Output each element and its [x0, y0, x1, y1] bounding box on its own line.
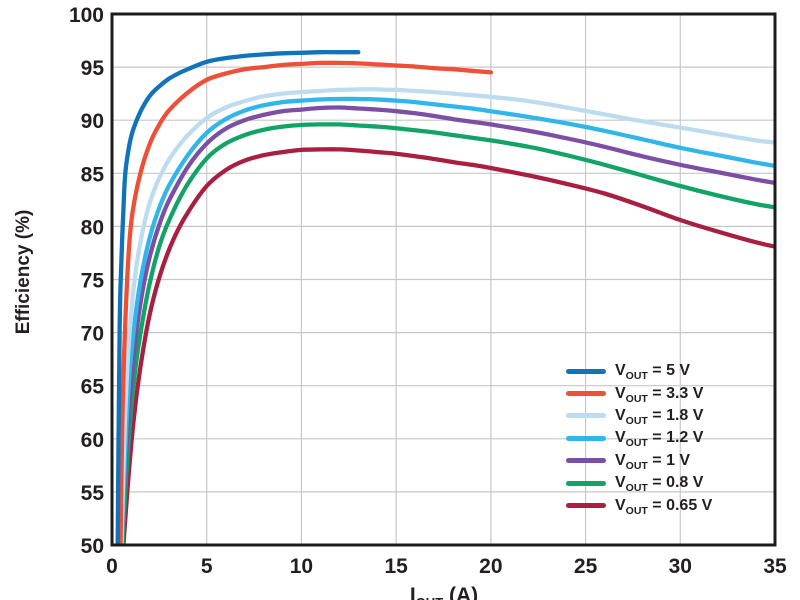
- curves-group: [115, 50, 774, 544]
- legend-swatch-vout-1v: [566, 458, 606, 464]
- legend-label: VOUT = 5 V: [615, 362, 691, 383]
- legend-item-vout-1p8v: VOUT = 1.8 V: [566, 405, 712, 427]
- x-axis-title: IOUT (A): [410, 584, 478, 600]
- x-axis-title-unit: (A): [443, 584, 479, 600]
- x-tick-label-20: 20: [479, 555, 502, 578]
- legend-label: VOUT = 0.65 V: [615, 496, 713, 517]
- legend-item-vout-0p65v: VOUT = 0.65 V: [566, 494, 712, 516]
- x-tick-label-0: 0: [106, 555, 118, 578]
- legend-label: VOUT = 1.8 V: [615, 406, 704, 428]
- curve-vout-3p3v: [118, 60, 494, 544]
- y-tick-label-70: 70: [81, 323, 104, 346]
- x-tick-label-10: 10: [290, 555, 313, 578]
- y-axis-title: Efficiency (%): [13, 209, 34, 335]
- legend-label: VOUT = 1.2 V: [615, 429, 704, 450]
- legend-swatch-vout-1p2v: [566, 435, 606, 441]
- x-tick-label-25: 25: [574, 555, 598, 578]
- legend-swatch-vout-1p8v: [566, 413, 606, 419]
- curve-vout-1p8v: [119, 87, 774, 544]
- legend-item-vout-1v: VOUT = 1 V: [566, 450, 712, 472]
- y-tick-label-80: 80: [81, 216, 104, 239]
- curve-vout-0p8v: [120, 122, 774, 544]
- x-tick-label-35: 35: [763, 555, 787, 578]
- y-tick-label-75: 75: [81, 270, 105, 293]
- curve-vout-5v: [115, 50, 361, 544]
- legend: VOUT = 5 V VOUT = 3.3 V VOUT = 1.8 V VOU…: [566, 360, 712, 517]
- x-tick-label-30: 30: [669, 555, 692, 578]
- y-tick-label-90: 90: [81, 110, 104, 133]
- legend-item-vout-1p2v: VOUT = 1.2 V: [566, 427, 712, 449]
- x-tick-label-5: 5: [201, 555, 213, 578]
- plot-frame: [110, 12, 777, 547]
- y-tick-label-85: 85: [81, 163, 105, 186]
- curve-vout-0p65v: [121, 147, 774, 544]
- legend-label: VOUT = 0.8 V: [615, 474, 704, 495]
- x-tick-label-15: 15: [384, 555, 408, 578]
- curve-vout-1p2v: [119, 96, 774, 544]
- legend-label: VOUT = 3.3 V: [615, 384, 704, 405]
- legend-item-vout-3p3v: VOUT = 3.3 V: [566, 382, 712, 404]
- y-tick-label-55: 55: [81, 482, 105, 505]
- x-axis-title-symbol: I: [409, 584, 416, 600]
- legend-swatch-vout-0p8v: [566, 480, 606, 486]
- y-tick-label-50: 50: [81, 535, 104, 558]
- legend-swatch-vout-5v: [566, 368, 606, 374]
- legend-swatch-vout-0p65v: [566, 503, 606, 509]
- curve-vout-1v: [119, 105, 774, 544]
- legend-item-vout-0p8v: VOUT = 0.8 V: [566, 472, 712, 494]
- legend-swatch-vout-3p3v: [566, 391, 606, 397]
- y-tick-label-100: 100: [69, 4, 104, 27]
- legend-label: VOUT = 1 V: [615, 451, 691, 472]
- y-tick-label-60: 60: [81, 429, 104, 452]
- y-tick-label-95: 95: [81, 57, 105, 80]
- legend-item-vout-5v: VOUT = 5 V: [566, 360, 712, 382]
- y-tick-label-65: 65: [81, 376, 105, 399]
- x-axis-title-subscript: OUT: [416, 595, 443, 600]
